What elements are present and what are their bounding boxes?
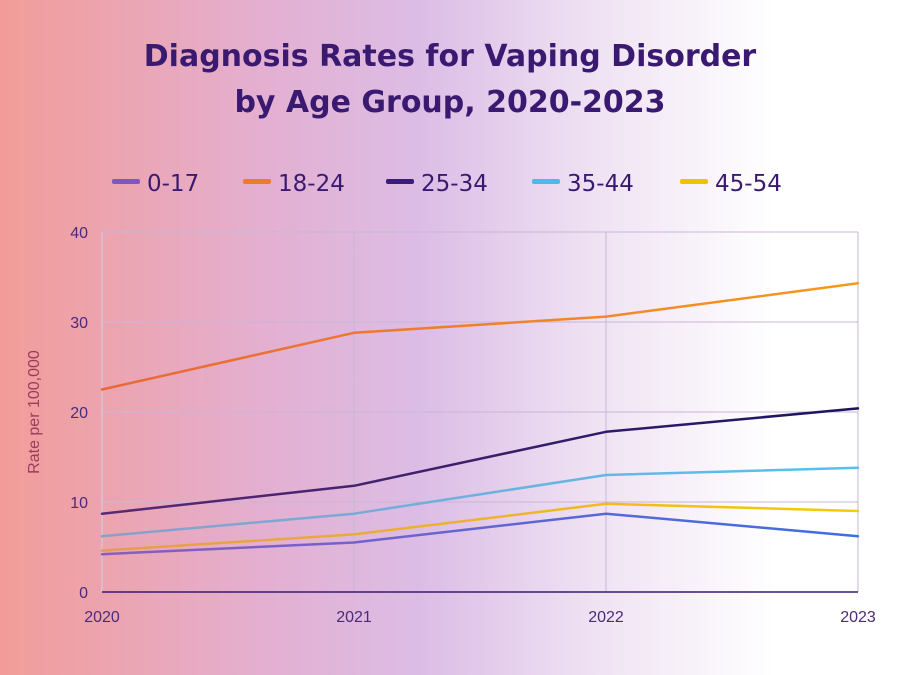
series-line-18-24 [100, 282, 860, 391]
legend-label-18-24: 18-24 [278, 171, 345, 197]
chart-grid [102, 231, 859, 592]
series-line-45-54 [100, 502, 860, 552]
chart-series [100, 282, 860, 556]
legend-swatch-18-24 [243, 179, 271, 184]
y-tick-label: 0 [79, 585, 88, 602]
legend-label-35-44: 35-44 [567, 171, 634, 197]
legend-swatch-35-44 [532, 179, 560, 184]
legend-label-0-17: 0-17 [147, 171, 199, 197]
x-tick-label: 2023 [840, 609, 876, 626]
y-tick-label: 20 [70, 405, 88, 422]
chart-title-line-2: by Age Group, 2020-2023 [234, 85, 665, 120]
chart-legend: 0-17 18-24 25-34 35-44 45-54 [112, 171, 782, 197]
series-line-35-44 [100, 466, 860, 538]
y-tick-label: 40 [70, 225, 88, 242]
series-line-0-17 [100, 512, 860, 556]
x-tick-label: 2021 [336, 609, 372, 626]
series-line-25-34 [100, 407, 860, 515]
legend-swatch-0-17 [112, 179, 140, 184]
chart-title-line-1: Diagnosis Rates for Vaping Disorder [144, 39, 757, 74]
legend-label-25-34: 25-34 [421, 171, 488, 197]
x-axis-ticks: 2020 2021 2022 2023 [84, 609, 876, 626]
chart-axes [101, 232, 858, 593]
x-tick-label: 2020 [84, 609, 120, 626]
y-axis-label: Rate per 100,000 [26, 350, 43, 474]
x-tick-label: 2022 [588, 609, 624, 626]
legend-swatch-25-34 [386, 179, 414, 184]
legend-swatch-45-54 [680, 179, 708, 184]
y-axis-ticks: 0 10 20 30 40 [70, 225, 88, 602]
y-tick-label: 30 [70, 315, 88, 332]
legend-label-45-54: 45-54 [715, 171, 782, 197]
y-tick-label: 10 [70, 495, 88, 512]
